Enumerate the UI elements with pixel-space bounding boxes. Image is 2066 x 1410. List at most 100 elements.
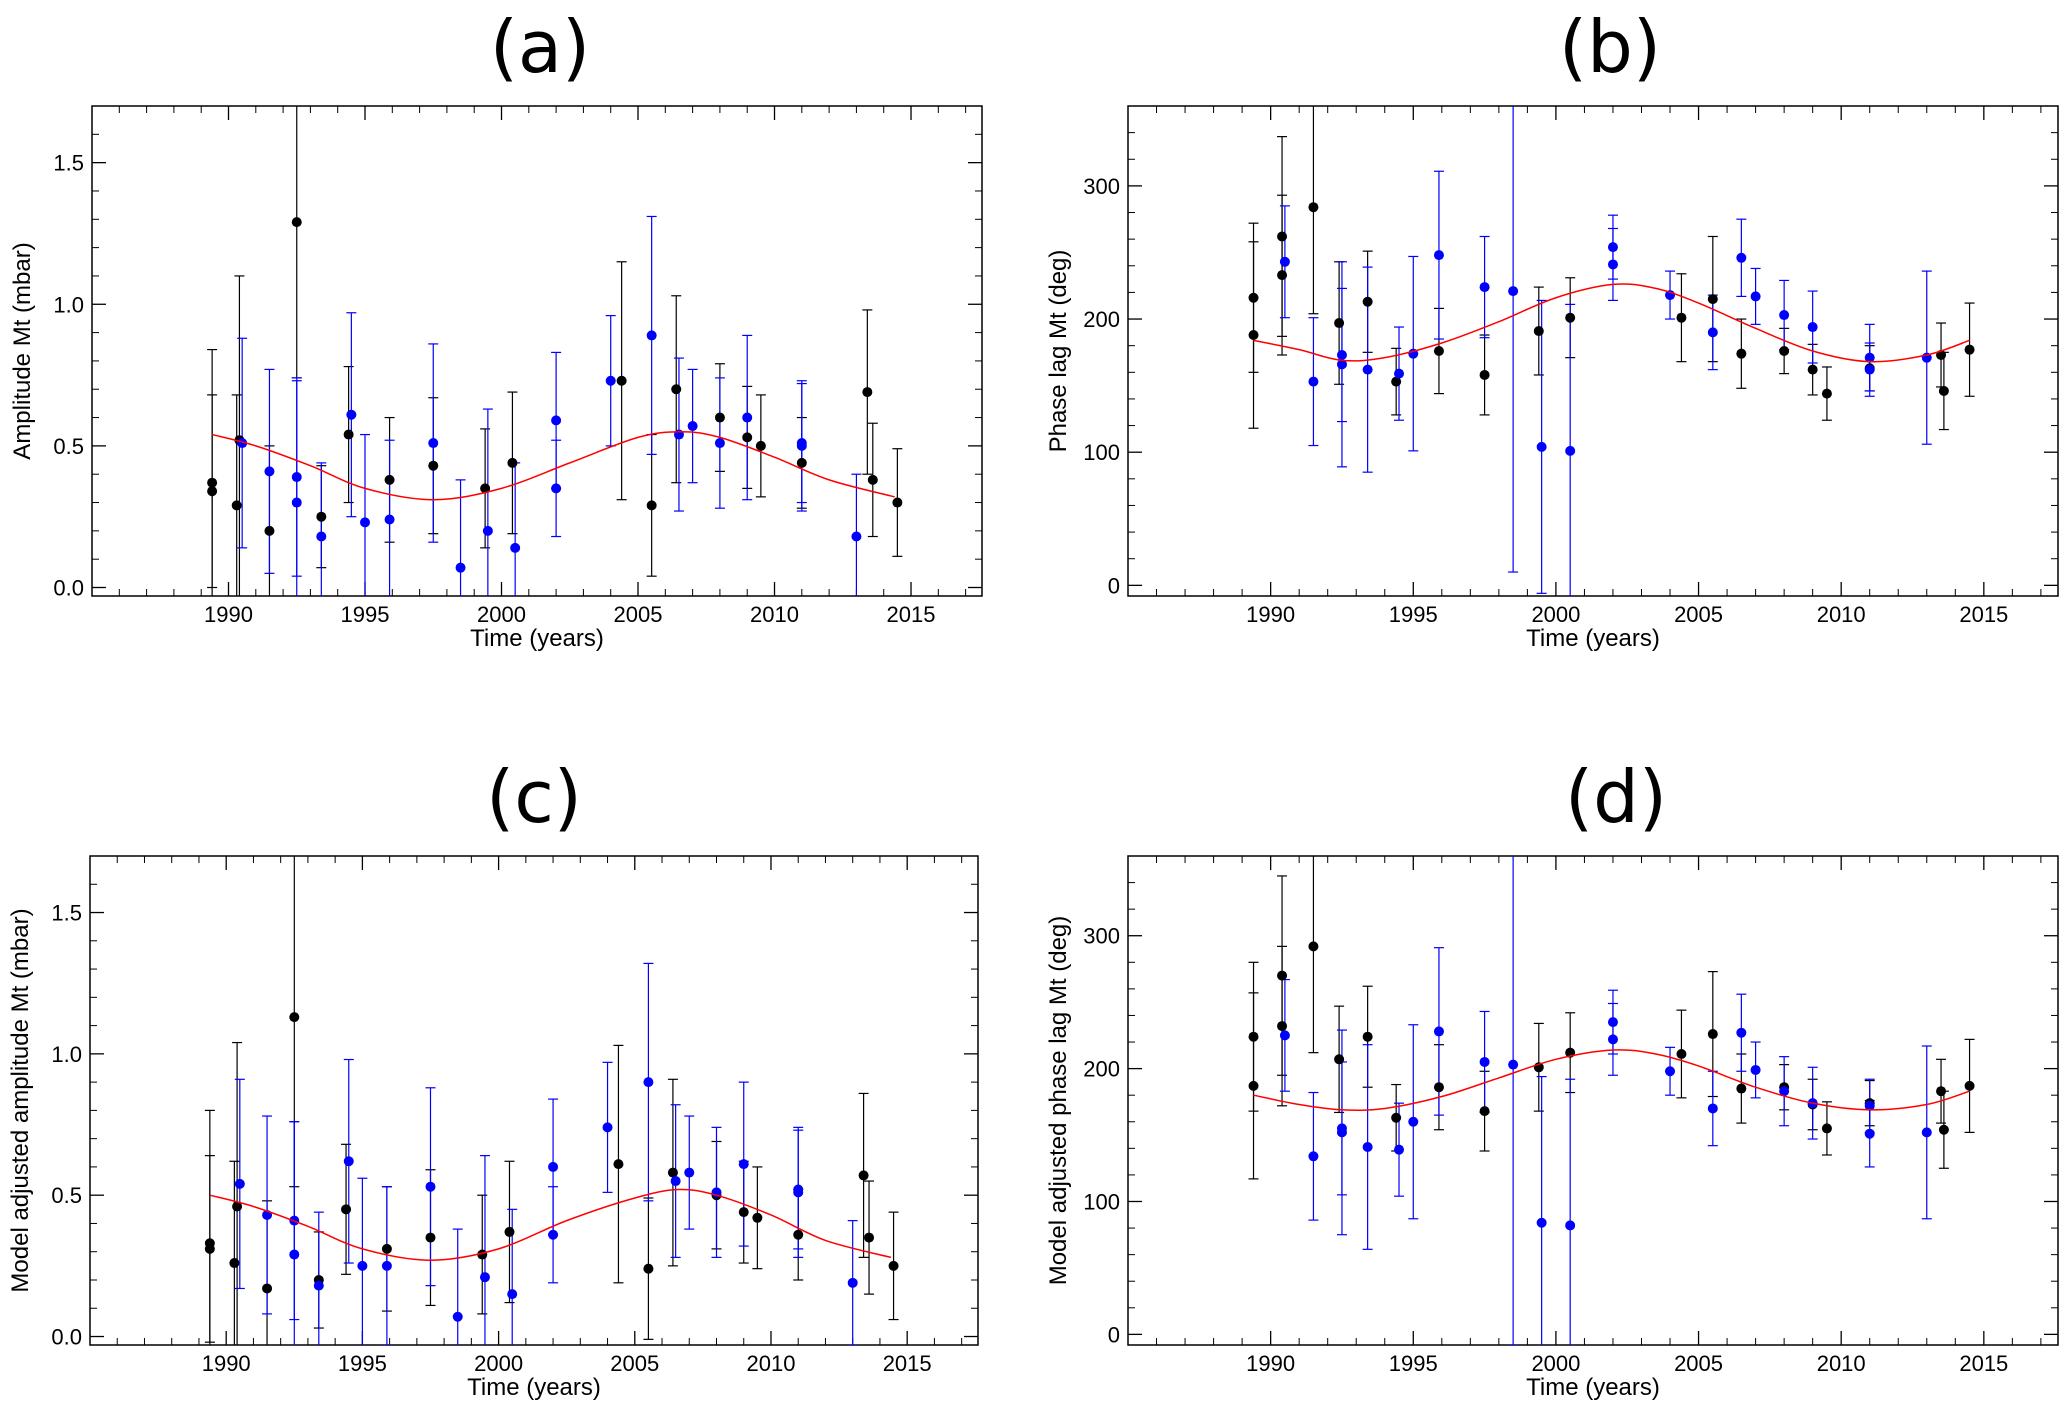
data-point [548, 1229, 559, 1240]
data-point [1607, 1017, 1618, 1028]
data-point [1921, 1127, 1932, 1138]
fit-curve [1253, 283, 1970, 363]
data-point [1308, 941, 1319, 952]
data-point [1479, 369, 1490, 380]
data-point [381, 1260, 392, 1271]
y-axis-label: Phase lag Mt (deg) [1045, 250, 1072, 453]
data-point [384, 514, 395, 525]
points-blue [1279, 1017, 1932, 1231]
series-black [1248, 856, 1975, 1180]
data-point [452, 1311, 463, 1322]
x-tick-label: 2015 [883, 1351, 932, 1376]
data-point [1779, 346, 1790, 356]
series-blue [1279, 106, 1932, 596]
data-point [507, 457, 518, 468]
y-tick-label: 300 [1083, 174, 1120, 199]
x-tick-label: 2010 [747, 1351, 796, 1376]
y-tick-label: 0.5 [51, 1183, 82, 1208]
data-point [1676, 1048, 1687, 1059]
data-point [793, 1184, 804, 1195]
data-point [1864, 352, 1875, 363]
y-tick-label: 100 [1083, 440, 1120, 465]
data-point [289, 1249, 300, 1260]
data-point [455, 562, 466, 573]
data-point [1362, 1031, 1373, 1042]
series-black [204, 856, 899, 1345]
series-blue [237, 215, 862, 596]
y-tick-label: 0.0 [51, 1325, 82, 1350]
data-point [1779, 310, 1790, 321]
data-layer [1248, 856, 1975, 1345]
data-point [646, 500, 657, 511]
x-axis-label: Time (years) [467, 1374, 601, 1401]
panel-d: (d) 1990 1995 2000 2005 2010 2015 0 100 200 300 Tim… [1045, 755, 2059, 1401]
y-tick-label: 0 [1108, 573, 1120, 598]
x-tick-label: 2005 [610, 1351, 659, 1376]
data-point [1736, 252, 1747, 263]
data-point [1938, 385, 1949, 396]
x-tick-label: 1995 [1389, 1351, 1438, 1376]
data-point [1736, 1027, 1747, 1038]
data-point [1665, 1066, 1676, 1077]
data-point [602, 1122, 613, 1133]
data-point [346, 409, 357, 420]
points-black [204, 1012, 899, 1294]
data-point [1607, 1034, 1618, 1045]
data-point [1277, 970, 1288, 981]
data-point [1394, 368, 1405, 379]
data-point [482, 525, 493, 536]
data-point [1336, 349, 1347, 360]
series-blue [234, 962, 858, 1345]
data-point [796, 457, 807, 468]
panel-a: (a) 1990 1995 2000 2005 2010 2015 0.0 0.5 1.0 1.5 T… [9, 5, 983, 652]
y-tick-label: 1.0 [51, 1042, 82, 1067]
data-point [480, 483, 491, 494]
points-blue [1279, 242, 1932, 456]
data-point [291, 217, 302, 228]
data-point [1433, 1082, 1444, 1093]
data-point [755, 440, 766, 451]
panel-b: (b) 1990 1995 2000 2005 2010 2015 0 100 200 300 Tim… [1045, 5, 2059, 652]
data-point [1308, 202, 1319, 213]
y-tick-label: 0 [1108, 1322, 1120, 1347]
panel-title: (d) [1565, 755, 1667, 839]
data-point [1248, 1031, 1259, 1042]
x-tick-label: 2015 [887, 602, 936, 627]
series-blue [1279, 856, 1932, 1345]
data-point [1334, 1054, 1345, 1065]
data-point [234, 1178, 245, 1189]
data-point [1277, 270, 1288, 281]
data-point [1676, 312, 1687, 323]
data-point [316, 531, 327, 542]
y-axis-label: Model adjusted phase lag Mt (deg) [1045, 916, 1072, 1286]
plot-frame [1127, 105, 2059, 597]
fit-curve [209, 1188, 892, 1261]
data-point [864, 1232, 875, 1243]
data-point [684, 1167, 695, 1178]
data-point [1807, 364, 1818, 375]
data-point [1964, 344, 1975, 355]
data-point [1938, 1124, 1949, 1135]
data-point [1479, 1106, 1490, 1117]
x-tick-label: 2010 [1817, 1351, 1866, 1376]
data-point [1533, 326, 1544, 337]
data-point [714, 438, 725, 449]
data-point [847, 1277, 858, 1288]
data-point [888, 1260, 899, 1271]
data-point [687, 421, 698, 432]
data-point [862, 387, 873, 398]
y-tick-label: 1.5 [53, 151, 84, 176]
data-point [667, 1167, 678, 1178]
data-point [1607, 242, 1618, 253]
data-point [1779, 1086, 1790, 1097]
data-point [504, 1226, 515, 1237]
data-point [1391, 376, 1402, 387]
x-tick-label: 2015 [1959, 602, 2008, 627]
data-point [1565, 312, 1576, 323]
data-point [714, 412, 725, 423]
y-tick-label: 200 [1083, 1057, 1120, 1082]
x-tick-label: 2005 [614, 602, 663, 627]
data-point [1736, 1083, 1747, 1094]
data-point [551, 483, 562, 494]
